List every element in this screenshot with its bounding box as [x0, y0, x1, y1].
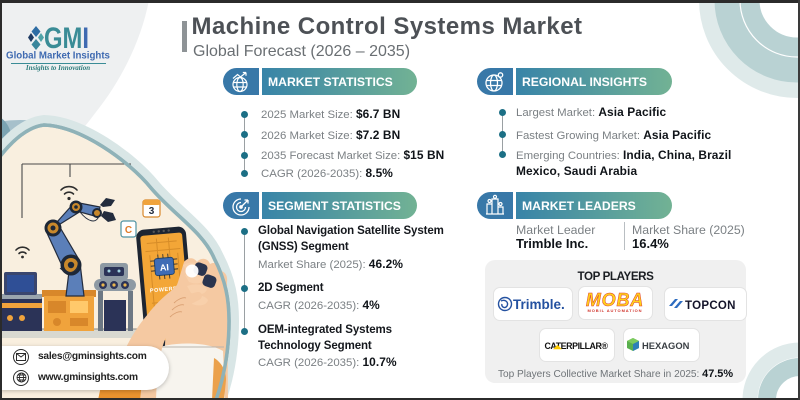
svg-text:GMI: GMI	[44, 22, 89, 55]
svg-text:POWERED: POWERED	[150, 286, 182, 295]
svg-text:3: 3	[149, 206, 155, 217]
svg-text:TOPCON: TOPCON	[685, 300, 736, 312]
svg-text:Insights to Innovation: Insights to Innovation	[25, 64, 90, 72]
svg-text:HEXAGON: HEXAGON	[642, 339, 690, 350]
svg-text:CATERPILLAR®: CATERPILLAR®	[544, 340, 608, 350]
svg-text:C: C	[125, 225, 132, 236]
svg-text:AI: AI	[159, 262, 169, 273]
svg-text:Trimble.: Trimble.	[513, 297, 565, 312]
svg-text:Global Market Insights: Global Market Insights	[6, 51, 110, 62]
